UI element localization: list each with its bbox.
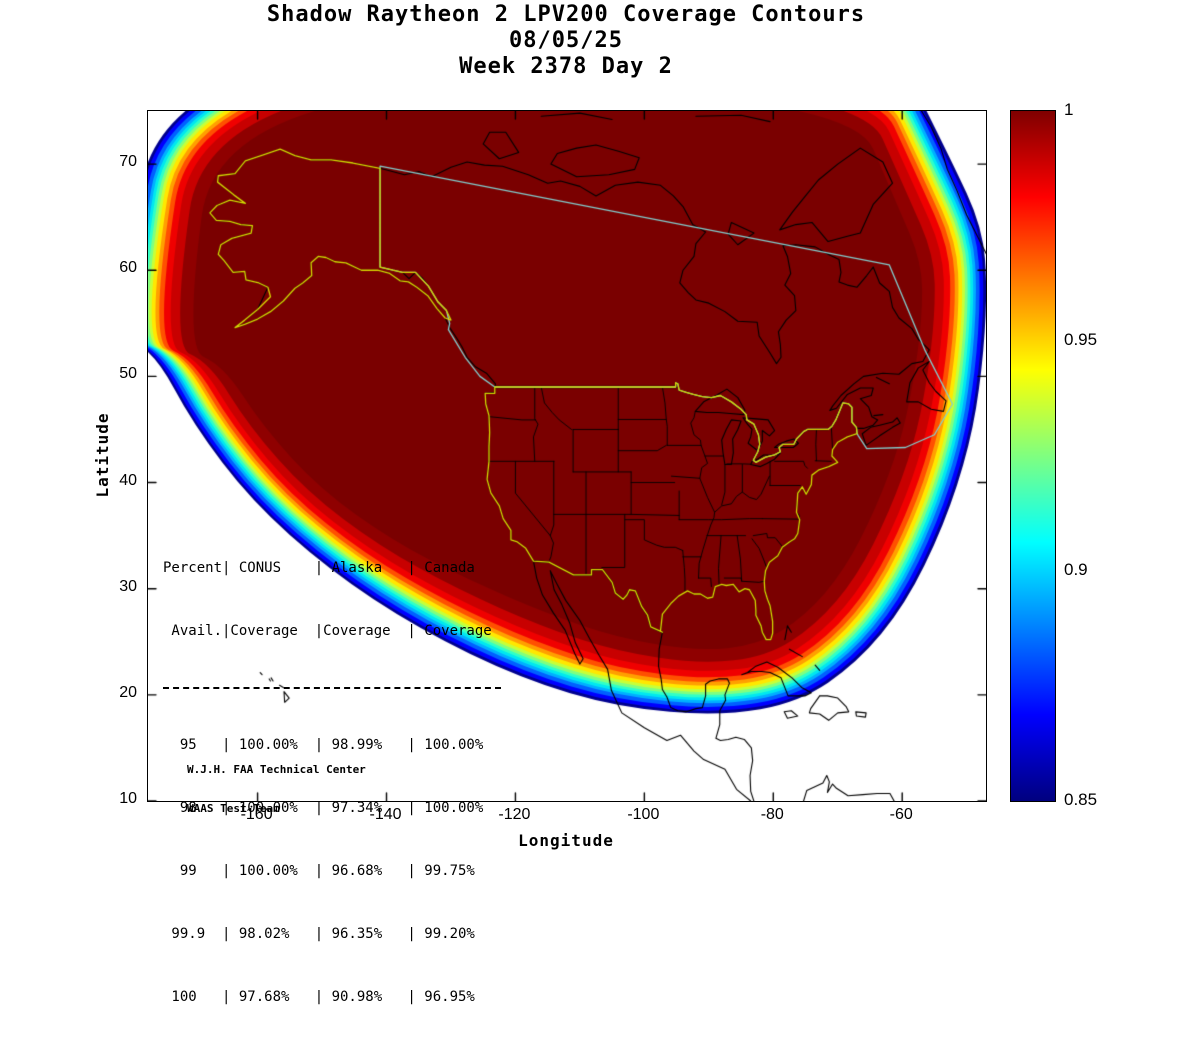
x-tick-label: -60: [889, 806, 913, 823]
table-header-row-2: Avail.|Coverage |Coverage | Coverage: [163, 623, 492, 639]
figure-week-day: Week 2378 Day 2: [459, 54, 673, 79]
y-tick-label: 70: [119, 153, 137, 171]
table-row-99-9: 99.9 | 98.02% | 96.35% | 99.20%: [163, 926, 475, 942]
colorbar-tick-label: 0.9: [1064, 560, 1088, 579]
figure-page: { "title": { "line1": "Shadow Raytheon 2…: [93, 2, 1098, 1005]
y-axis-label: Latitude: [93, 412, 112, 498]
x-tick-label: -140: [369, 806, 402, 823]
figure-date: 08/05/25: [509, 28, 623, 53]
x-tick-label: -160: [240, 806, 273, 823]
credit-text: W.J.H. FAA Technical Center WAAS Test Te…: [187, 737, 366, 841]
y-tick-label: 20: [119, 683, 137, 701]
table-row-95: 95 | 100.00% | 98.99% | 100.00%: [163, 737, 484, 753]
map-plot: Percent| CONUS | Alaska | Canada Avail.|…: [147, 110, 987, 1005]
colorbar: [1010, 110, 1056, 802]
x-tick-label: -100: [627, 806, 660, 823]
y-tick-label: 10: [119, 790, 137, 807]
x-tick-label: -120: [498, 806, 531, 823]
colorbar-tick-label: 0.95: [1064, 330, 1098, 349]
table-divider: [163, 687, 501, 689]
credit-line-2: WAAS Test Team: [187, 802, 280, 815]
credit-line-1: W.J.H. FAA Technical Center: [187, 763, 366, 776]
x-tick-label: -80: [760, 806, 784, 823]
table-row-100: 100 | 97.68% | 90.98% | 96.95%: [163, 989, 475, 1005]
x-axis-label: Longitude: [518, 831, 614, 850]
table-row-98: 98 | 100.00% | 97.34% | 100.00%: [163, 800, 484, 816]
y-tick-label: 40: [119, 471, 137, 489]
y-tick-label: 50: [119, 365, 137, 383]
y-tick-label: 30: [119, 577, 137, 595]
table-row-99: 99 | 100.00% | 96.68% | 99.75%: [163, 863, 475, 879]
table-header-row-1: Percent| CONUS | Alaska | Canada: [163, 560, 475, 576]
colorbar-tick-label: 0.85: [1064, 790, 1098, 809]
figure-title: Shadow Raytheon 2 LPV200 Coverage Contou…: [266, 2, 866, 27]
y-tick-label: 60: [119, 259, 137, 277]
coverage-map-canvas: [148, 111, 986, 801]
colorbar-tick-label: 1: [1064, 100, 1074, 119]
